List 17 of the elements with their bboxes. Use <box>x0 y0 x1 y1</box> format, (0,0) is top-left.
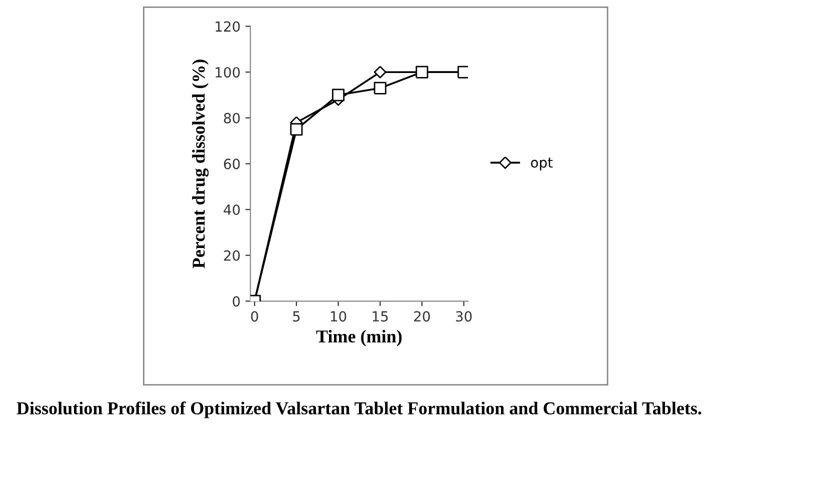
x-tick-label: 10 <box>330 311 346 322</box>
x-tick-label: 20 <box>414 311 430 322</box>
y-tick-label: 60 <box>224 158 240 170</box>
x-tick-label: 15 <box>372 311 388 322</box>
legend-label: opt <box>531 158 553 170</box>
y-tick-label: 80 <box>224 112 240 124</box>
y-tick-label: 20 <box>224 250 240 261</box>
x-tick-label: 30 <box>456 311 472 322</box>
text: Dissolution Profiles of Optimized Valsartan Tablet Formulation and Commercial Tablets. <box>16 402 702 418</box>
y-tick-label: 0 <box>232 296 240 307</box>
y-tick-label: 100 <box>216 67 240 78</box>
x-tick-label: 5 <box>293 311 300 322</box>
y-tick-label: 40 <box>224 204 240 215</box>
x-tick-label: 0 <box>251 311 258 322</box>
x-axis-title: Time (min) <box>316 330 402 346</box>
y-tick-label: 120 <box>216 21 240 32</box>
y-axis-title: Percent drug dissolved (%) <box>192 60 209 268</box>
